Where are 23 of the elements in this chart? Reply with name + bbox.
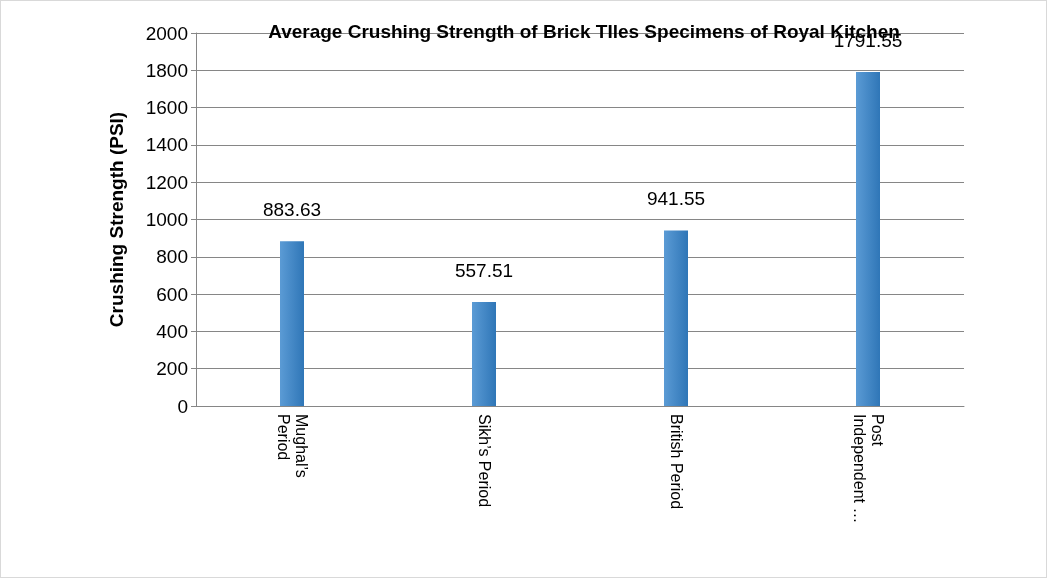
y-tick-label: 0: [177, 395, 188, 417]
data-label: 557.51: [454, 260, 514, 282]
bar: [280, 241, 304, 406]
data-label: 941.55: [646, 188, 706, 210]
bar: [664, 230, 688, 406]
y-tick-label: 800: [156, 246, 188, 268]
bar: [856, 71, 880, 406]
y-axis-title: Crushing Strength (PSI): [106, 111, 127, 328]
x-tick-label: Sikh’s Period: [475, 414, 493, 508]
bar: [472, 302, 496, 406]
y-tick-label: 400: [156, 320, 188, 342]
data-label: 883.63: [262, 199, 322, 221]
y-tick-label: 1200: [145, 171, 188, 193]
y-tick-label: 1800: [145, 59, 188, 81]
y-tick-label: 2000: [145, 22, 188, 44]
y-tick-label: 600: [156, 283, 188, 305]
x-tick-label: Post Independent …: [850, 414, 886, 524]
x-tick-label: British Period: [667, 414, 685, 510]
y-tick-label: 1400: [145, 134, 188, 156]
y-tick-label: 1600: [145, 97, 188, 119]
y-tick-label: 200: [156, 358, 188, 380]
y-tick-label: 1000: [145, 209, 188, 230]
x-tick-label: Mughal’s Period: [274, 414, 310, 483]
